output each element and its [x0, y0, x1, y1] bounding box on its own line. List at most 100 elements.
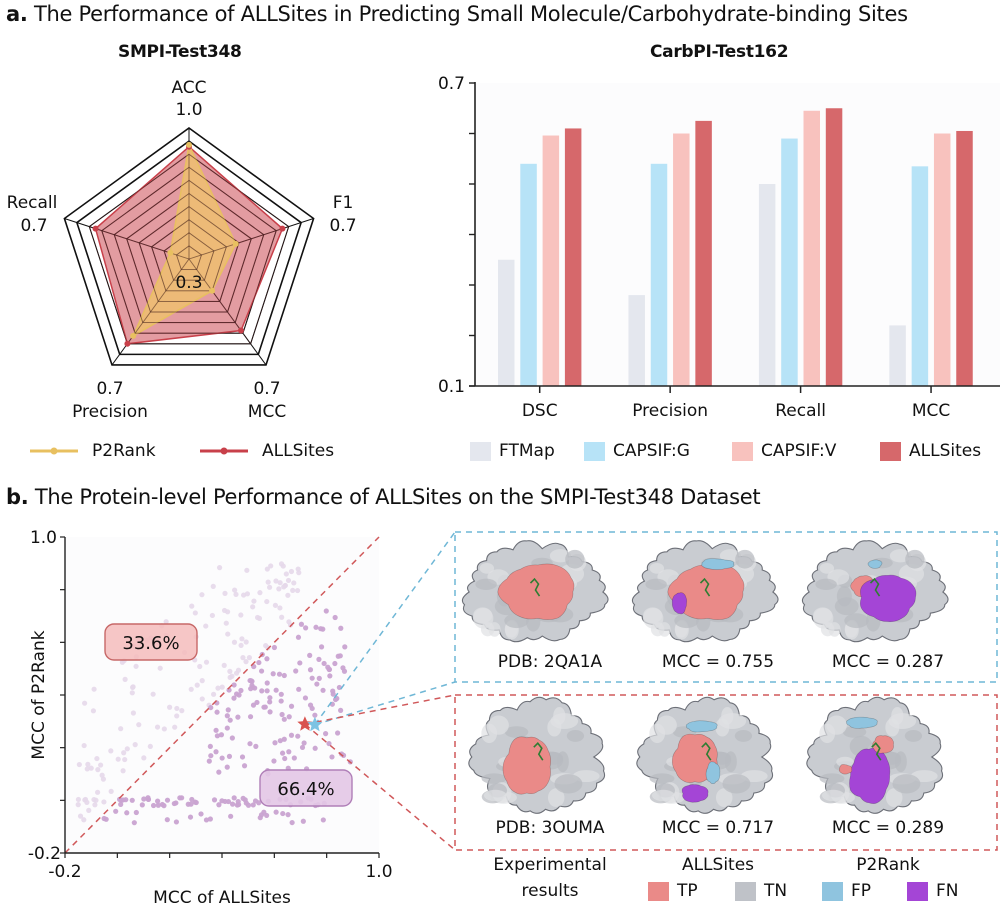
scatter-point — [286, 714, 292, 720]
scatter-x-tick-label: -0.2 — [48, 862, 81, 882]
scatter-point — [307, 652, 313, 658]
scatter-point — [254, 614, 261, 621]
scatter-point — [313, 624, 319, 630]
scatter-point — [312, 712, 318, 718]
scatter-point — [177, 795, 183, 801]
scatter-point — [231, 639, 238, 645]
scatter-point — [133, 663, 139, 669]
scatter-point — [251, 598, 257, 604]
scatter-point — [215, 685, 221, 691]
scatter-point — [203, 817, 210, 823]
radar-axis-label: Recall — [7, 193, 58, 213]
bar-ftmap-mcc — [889, 325, 906, 386]
scatter-point — [95, 767, 101, 773]
section-b-title-text: The Protein-level Performance of ALLSite… — [34, 485, 761, 509]
scatter-point — [216, 802, 222, 808]
scatter-point — [285, 577, 292, 584]
radar-point-p2rank — [130, 332, 137, 339]
scatter-point — [273, 687, 279, 693]
annotation-box — [259, 769, 353, 807]
annotation-66-4: 66.4% — [259, 769, 353, 807]
scatter-point — [90, 708, 97, 714]
scatter-point — [277, 738, 283, 744]
scatter-point — [309, 675, 315, 681]
scatter-point — [145, 795, 151, 801]
scatter-point — [155, 798, 161, 804]
scatter-point — [312, 745, 318, 751]
scatter-point — [163, 619, 169, 625]
scatter-point — [147, 743, 153, 750]
scatter-point — [294, 587, 301, 594]
scatter-point — [329, 754, 335, 760]
scatter-point — [325, 664, 331, 670]
scatter-point — [272, 740, 278, 746]
case-box-3ouma — [454, 694, 998, 851]
scatter-point — [131, 820, 137, 826]
scatter-point — [161, 726, 167, 732]
connector-blue-upper — [314, 531, 456, 726]
scatter-point — [155, 802, 161, 808]
scatter-point — [288, 703, 295, 709]
scatter-point — [271, 758, 277, 764]
scatter-point — [99, 772, 105, 778]
scatter-point — [239, 636, 245, 642]
scatter-point — [280, 810, 286, 817]
scatter-point — [243, 659, 249, 665]
scatter-point — [268, 563, 274, 569]
scatter-point — [192, 610, 198, 616]
capsif-v-swatch-icon — [732, 441, 753, 461]
scatter-point — [256, 659, 262, 666]
scatter-point — [101, 799, 107, 805]
scatter-point — [307, 667, 314, 673]
legend-item-allsites: ALLSites — [198, 441, 334, 461]
scatter-point — [108, 788, 114, 795]
scatter-point — [267, 584, 273, 590]
radar-point-allsites — [124, 340, 131, 347]
scatter-point — [224, 725, 230, 731]
scatter-point — [206, 758, 212, 764]
scatter-point — [290, 587, 296, 594]
scatter-point — [247, 714, 254, 720]
scatter-point — [229, 801, 236, 807]
scatter-point — [116, 796, 123, 802]
scatter-point — [276, 586, 282, 592]
radar-chart-title: SMPI-Test348 — [118, 42, 242, 62]
scatter-point — [199, 592, 205, 598]
scatter-point — [335, 730, 341, 736]
bar-capsif-v-dsc — [542, 135, 560, 386]
scatter-point — [187, 814, 194, 820]
scatter-point — [192, 799, 198, 805]
scatter-point — [338, 707, 344, 713]
scatter-point — [238, 642, 244, 649]
scatter-point — [332, 660, 338, 667]
radar-axis-max-label: 0.7 — [253, 379, 280, 399]
section-a-title: a. The Performance of ALLSites in Predic… — [6, 2, 908, 26]
scatter-point — [288, 568, 295, 575]
scatter-point — [225, 707, 231, 713]
scatter-point — [264, 598, 270, 605]
scatter-point — [211, 691, 217, 697]
legend-item-p2rank: P2Rank — [28, 441, 156, 461]
scatter-point — [291, 580, 297, 586]
radar-axis-max-label: 0.7 — [329, 216, 356, 236]
scatter-point — [245, 802, 252, 808]
scatter-point — [295, 733, 301, 739]
y-tick-label: 0.7 — [438, 74, 465, 94]
scatter-point — [250, 702, 257, 708]
scatter-point — [157, 665, 163, 671]
connector-red-upper — [304, 694, 456, 725]
x-tick-label: Recall — [775, 401, 826, 421]
scatter-point — [213, 727, 219, 733]
scatter-point — [231, 795, 237, 801]
scatter-point — [320, 817, 326, 823]
scatter-point — [218, 732, 225, 738]
scatter-point — [229, 735, 235, 741]
scatter-point — [209, 612, 215, 619]
bar-allsites-precision — [695, 120, 712, 386]
scatter-point — [122, 756, 128, 763]
scatter-point — [273, 809, 279, 815]
scatter-point — [197, 663, 203, 670]
scatter-point — [101, 815, 107, 822]
scatter-point — [139, 802, 145, 808]
